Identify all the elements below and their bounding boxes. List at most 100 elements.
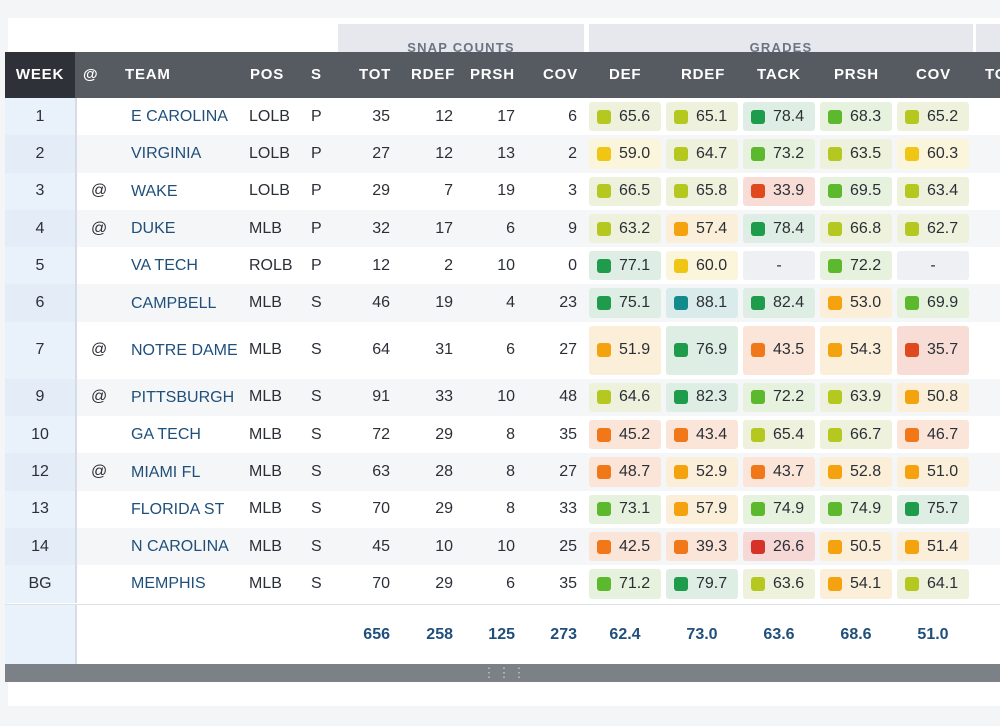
grade-value: 71.2 bbox=[619, 574, 651, 592]
col-header-away[interactable]: @ bbox=[83, 66, 99, 83]
col-header-pos[interactable]: POS bbox=[250, 66, 285, 83]
grade-value: 74.9 bbox=[850, 500, 882, 518]
table-header: WEEK @ TEAM POS S TOT RDEF PRSH COV DEF … bbox=[5, 52, 1000, 98]
table-row[interactable]: 1 E CAROLINA LOLB P 35 12 17 6 65.6 65.1 78.4 68.3 6… bbox=[5, 98, 1000, 136]
grade-value: 26.6 bbox=[773, 537, 805, 555]
grade-tack-cell: 78.4 bbox=[743, 102, 815, 132]
table-row[interactable]: 9 @ PITTSBURGH MLB S 91 33 10 48 64.6 82.3 72.2 63.9… bbox=[5, 378, 1000, 417]
grade-swatch-icon bbox=[597, 296, 611, 311]
grade-swatch-icon bbox=[828, 427, 842, 442]
col-header-rdef[interactable]: RDEF bbox=[411, 66, 456, 83]
grade-value: - bbox=[776, 256, 782, 274]
grade-swatch-icon bbox=[751, 184, 765, 199]
side-cell: S bbox=[311, 294, 322, 312]
snap-prsh-cell: 10 bbox=[497, 537, 515, 555]
grade-cov-cell: 46.7 bbox=[897, 420, 969, 450]
col-header-cov[interactable]: COV bbox=[543, 66, 578, 83]
table-row[interactable]: 12 @ MIAMI FL MLB S 63 28 8 27 48.7 52.9 43.7 52.8 51… bbox=[5, 453, 1000, 491]
table-row[interactable]: 6 CAMPBELL MLB S 46 19 4 23 75.1 88.1 82.4 53.0 69.9 bbox=[5, 284, 1000, 322]
grade-swatch-icon bbox=[597, 343, 611, 358]
col-header-grade-prsh[interactable]: PRSH bbox=[834, 66, 879, 83]
grade-def-cell: 71.2 bbox=[589, 569, 661, 599]
team-link[interactable]: NOTRE DAME bbox=[131, 341, 238, 359]
team-link[interactable]: VA TECH bbox=[131, 257, 198, 275]
grade-cov-cell: 35.7 bbox=[897, 325, 969, 375]
table-row[interactable]: 5 VA TECH ROLB P 12 2 10 0 77.1 60.0 - 72.2 - bbox=[5, 247, 1000, 285]
grade-value: 54.1 bbox=[850, 574, 882, 592]
col-header-team[interactable]: TEAM bbox=[125, 66, 171, 83]
position-cell: MLB bbox=[249, 463, 282, 481]
grade-swatch-icon bbox=[905, 343, 919, 358]
team-link[interactable]: PITTSBURGH bbox=[131, 388, 235, 406]
snap-cov-cell: 35 bbox=[559, 574, 577, 592]
col-header-grade-tack[interactable]: TACK bbox=[757, 66, 801, 83]
table-row[interactable]: 3 @ WAKE LOLB P 29 7 19 3 66.5 65.8 33.9 69.5 63.4 bbox=[5, 172, 1000, 210]
snap-cov-cell: 25 bbox=[559, 537, 577, 555]
grade-tack-cell: 43.5 bbox=[743, 325, 815, 375]
team-link[interactable]: CAMPBELL bbox=[131, 294, 217, 312]
team-link[interactable]: WAKE bbox=[131, 182, 178, 200]
grade-rdef-cell: 82.3 bbox=[666, 382, 738, 413]
grade-value: 43.5 bbox=[773, 341, 805, 359]
snap-prsh-cell: 8 bbox=[506, 463, 515, 481]
snap-rdef-cell: 10 bbox=[435, 537, 453, 555]
table-row[interactable]: 14 N CAROLINA MLB S 45 10 10 25 42.5 39.3 26.6 50.5… bbox=[5, 527, 1000, 566]
side-cell: S bbox=[311, 388, 322, 406]
grade-value: 63.4 bbox=[927, 182, 959, 200]
team-link[interactable]: MIAMI FL bbox=[131, 463, 201, 481]
grade-def-cell: 45.2 bbox=[589, 420, 661, 450]
col-header-grade-rdef[interactable]: RDEF bbox=[681, 66, 726, 83]
grade-rdef-cell: 52.9 bbox=[666, 457, 738, 487]
team-link[interactable]: DUKE bbox=[131, 220, 176, 238]
col-header-tot[interactable]: TOT bbox=[359, 66, 392, 83]
table-row[interactable]: BG MEMPHIS MLB S 70 29 6 35 71.2 79.7 63.6 54.1 64.1 bbox=[5, 565, 1000, 603]
team-link[interactable]: GA TECH bbox=[131, 426, 201, 444]
grade-swatch-icon bbox=[597, 184, 611, 199]
position-cell: ROLB bbox=[249, 256, 293, 274]
team-link[interactable]: FLORIDA ST bbox=[131, 500, 225, 518]
snap-prsh-cell: 6 bbox=[506, 341, 515, 359]
grade-cov-cell: 69.9 bbox=[897, 288, 969, 318]
table-row[interactable]: 13 FLORIDA ST MLB S 70 29 8 33 73.1 57.9 74.9 74.9 7… bbox=[5, 490, 1000, 528]
team-link[interactable]: VIRGINIA bbox=[131, 145, 202, 163]
grade-value: 52.9 bbox=[696, 463, 728, 481]
grade-swatch-icon bbox=[751, 221, 765, 236]
grade-value: 73.2 bbox=[773, 144, 805, 162]
team-link[interactable]: MEMPHIS bbox=[131, 575, 206, 593]
position-cell: MLB bbox=[249, 500, 282, 518]
total-tot: 656 bbox=[363, 626, 390, 643]
side-cell: S bbox=[311, 574, 322, 592]
grade-tack-cell: 82.4 bbox=[743, 288, 815, 318]
grade-def-cell: 75.1 bbox=[589, 288, 661, 318]
col-header-week[interactable]: WEEK bbox=[5, 52, 75, 98]
table-row[interactable]: 10 GA TECH MLB S 72 29 8 35 45.2 43.4 65.4 66.7 46.7 bbox=[5, 416, 1000, 454]
grade-value: 33.9 bbox=[773, 182, 805, 200]
total-grade-def: 62.4 bbox=[609, 626, 641, 643]
grade-swatch-icon bbox=[905, 576, 919, 591]
grade-value: 66.7 bbox=[850, 425, 882, 443]
grade-value: 74.9 bbox=[773, 500, 805, 518]
table-row[interactable]: 2 VIRGINIA LOLB P 27 12 13 2 59.0 64.7 73.2 63.5 60.… bbox=[5, 135, 1000, 173]
table-row[interactable]: 7 @ NOTRE DAME MLB S 64 31 6 27 51.9 76.9 43.5 54.3 3… bbox=[5, 321, 1000, 379]
col-header-prsh[interactable]: PRSH bbox=[470, 66, 515, 83]
grade-value: - bbox=[930, 256, 936, 274]
total-grade-tack: 63.6 bbox=[763, 626, 795, 643]
grade-swatch-icon bbox=[828, 465, 842, 480]
grade-swatch-icon bbox=[828, 539, 842, 554]
grade-cov-cell: 62.7 bbox=[897, 213, 969, 244]
team-link[interactable]: N CAROLINA bbox=[131, 538, 229, 556]
grade-swatch-icon bbox=[905, 427, 919, 442]
team-link[interactable]: E CAROLINA bbox=[131, 108, 228, 126]
col-header-grade-cov[interactable]: COV bbox=[916, 66, 951, 83]
grip-dots-icon[interactable]: ⋮⋮⋮ bbox=[482, 665, 528, 680]
col-header-side[interactable]: S bbox=[311, 66, 322, 83]
col-header-grade-def[interactable]: DEF bbox=[609, 66, 642, 83]
snap-rdef-cell: 19 bbox=[435, 294, 453, 312]
grade-swatch-icon bbox=[751, 146, 765, 161]
horizontal-scrollbar[interactable]: ⋮⋮⋮ bbox=[5, 664, 1000, 682]
table-row[interactable]: 4 @ DUKE MLB P 32 17 6 9 63.2 57.4 78.4 66.8 62.7 bbox=[5, 209, 1000, 248]
total-grade-rdef: 73.0 bbox=[686, 626, 718, 643]
col-header-overflow[interactable]: TO bbox=[985, 66, 1000, 83]
grade-cov-cell: - bbox=[897, 251, 969, 281]
